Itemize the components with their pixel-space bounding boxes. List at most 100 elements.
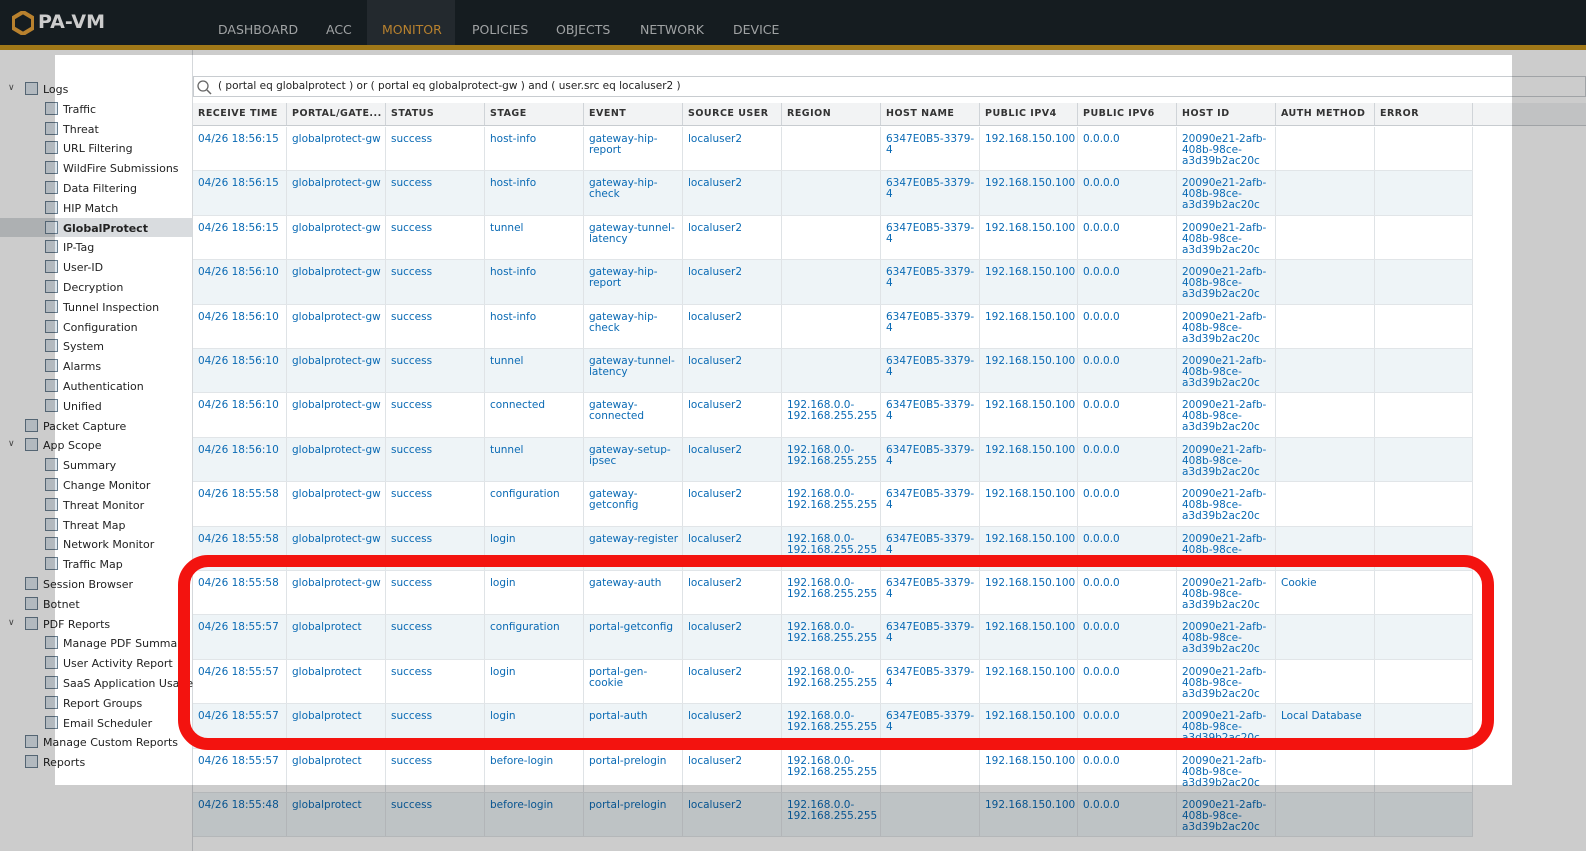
- table-cell: [1375, 793, 1473, 837]
- tree-item[interactable]: Configuration: [63, 320, 138, 334]
- nav-tab[interactable]: DASHBOARD: [218, 22, 299, 37]
- table-cell: portal-gen-cookie: [584, 659, 683, 704]
- tree-item[interactable]: App Scope: [43, 439, 102, 453]
- table-row[interactable]: 04/26 18:55:48 globalprotect success before…: [193, 793, 1473, 838]
- table-row[interactable]: 04/26 18:55:57 globalprotect success login p…: [193, 659, 1473, 705]
- column-header[interactable]: STATUS: [386, 103, 485, 125]
- table-cell: 6347E0B5-3379-4: [881, 482, 980, 526]
- table-row[interactable]: 04/26 18:56:10 globalprotect-gw success hos…: [193, 260, 1473, 305]
- tree-item[interactable]: User Activity Report: [63, 657, 173, 671]
- table-cell: 04/26 18:56:15: [193, 127, 287, 171]
- table-cell: 20090e21-2afb-408b-98ce-a3d39b2ac20c: [1177, 127, 1276, 171]
- tree-item[interactable]: Manage Custom Reports: [43, 736, 179, 750]
- table-cell: success: [386, 171, 485, 215]
- tree-item[interactable]: Traffic Map: [63, 558, 123, 572]
- tree-icon: [45, 497, 58, 511]
- tree-item[interactable]: Unified: [63, 399, 102, 413]
- filter-box[interactable]: ( portal eq globalprotect ) or ( portal …: [193, 76, 1586, 97]
- tree-item[interactable]: Authentication: [63, 380, 144, 393]
- table-row[interactable]: 04/26 18:56:10 globalprotect-gw success tun…: [193, 349, 1473, 394]
- table-cell: 0.0.0.0: [1078, 704, 1177, 748]
- nav-tab[interactable]: ACC: [326, 22, 352, 37]
- table-cell: 192.168.150.100: [980, 215, 1078, 260]
- column-header[interactable]: ERROR: [1375, 103, 1473, 125]
- table-row[interactable]: 04/26 18:56:10 globalprotect-gw success tun…: [193, 437, 1473, 483]
- nav-tab[interactable]: DEVICE: [733, 22, 780, 37]
- tree-item[interactable]: Session Browser: [43, 578, 134, 591]
- tree-item[interactable]: Network Monitor: [63, 538, 155, 552]
- tree-item[interactable]: User-ID: [63, 261, 104, 275]
- table-cell: 04/26 18:55:48: [193, 793, 287, 837]
- tree-item[interactable]: Tunnel Inspection: [63, 300, 160, 314]
- column-header[interactable]: PORTAL/GATE...: [287, 103, 386, 125]
- column-header[interactable]: REGION: [782, 103, 881, 125]
- nav-tab[interactable]: NETWORK: [640, 22, 704, 37]
- table-cell: [1375, 526, 1473, 570]
- column-header[interactable]: AUTH METHOD: [1276, 103, 1375, 125]
- tree-item[interactable]: Manage PDF Summary: [63, 637, 189, 651]
- tree-icon: [25, 755, 38, 769]
- tree-item[interactable]: Summary: [63, 459, 117, 473]
- column-header[interactable]: RECEIVE TIME: [193, 103, 287, 125]
- table-cell: connected: [485, 393, 584, 437]
- column-header[interactable]: HOST ID: [1177, 103, 1276, 125]
- table-cell: tunnel: [485, 215, 584, 260]
- tree-item[interactable]: System: [63, 340, 105, 354]
- table-cell: 0.0.0.0: [1078, 349, 1177, 393]
- table-row[interactable]: 04/26 18:55:58 globalprotect-gw success log…: [193, 571, 1473, 616]
- tree-item[interactable]: GlobalProtect: [63, 221, 148, 235]
- table-row[interactable]: 04/26 18:56:15 globalprotect-gw success tun…: [193, 215, 1473, 261]
- table-row[interactable]: 04/26 18:56:15 globalprotect-gw success hos…: [193, 171, 1473, 216]
- tree-icon: [45, 121, 58, 135]
- tree-item[interactable]: Data Filtering: [63, 182, 138, 195]
- table-row[interactable]: 04/26 18:55:57 globalprotect success before…: [193, 748, 1473, 793]
- tree-item[interactable]: HIP Match: [63, 201, 119, 215]
- expand-arrow[interactable]: ∨: [8, 439, 15, 450]
- column-header[interactable]: PUBLIC IPV4: [980, 103, 1078, 125]
- tree-item[interactable]: Email Scheduler: [63, 716, 153, 730]
- tree-item[interactable]: PDF Reports: [43, 617, 111, 631]
- tree-item[interactable]: Alarms: [63, 360, 102, 374]
- tree-item[interactable]: Decryption: [63, 281, 124, 294]
- column-header[interactable]: STAGE: [485, 103, 584, 125]
- tree-item[interactable]: WildFire Submissions: [63, 162, 179, 176]
- tree-item[interactable]: IP-Tag: [63, 241, 95, 255]
- nav-tab[interactable]: MONITOR: [382, 22, 442, 37]
- tree-item[interactable]: Botnet: [43, 597, 80, 611]
- tree-item[interactable]: Report Groups: [63, 696, 143, 710]
- tree-item[interactable]: Logs: [43, 83, 69, 96]
- tree-item[interactable]: Reports: [43, 756, 86, 770]
- table-cell: 0.0.0.0: [1078, 215, 1177, 260]
- column-header[interactable]: HOST NAME: [881, 103, 980, 125]
- table-row[interactable]: 04/26 18:55:58 globalprotect-gw success con…: [193, 482, 1473, 527]
- table-cell: globalprotect: [287, 793, 386, 837]
- table-cell: [782, 215, 881, 260]
- tree-item[interactable]: Packet Capture: [43, 419, 127, 433]
- top-bar-accent: [0, 45, 1586, 50]
- nav-tab[interactable]: OBJECTS: [556, 22, 611, 37]
- tree-item[interactable]: SaaS Application Usage: [63, 677, 194, 690]
- tree-icon: [45, 181, 58, 194]
- table-row[interactable]: 04/26 18:56:15 globalprotect-gw success hos…: [193, 127, 1473, 172]
- tree-item[interactable]: Threat: [63, 122, 99, 136]
- column-header[interactable]: EVENT: [584, 103, 683, 125]
- table-row[interactable]: 04/26 18:56:10 globalprotect-gw success hos…: [193, 304, 1473, 349]
- tree-item[interactable]: Change Monitor: [63, 479, 151, 492]
- nav-tab[interactable]: POLICIES: [472, 22, 529, 37]
- table-row[interactable]: 04/26 18:55:57 globalprotect success config…: [193, 615, 1473, 660]
- tree-item[interactable]: URL Filtering: [63, 142, 133, 156]
- column-header[interactable]: SOURCE USER: [683, 103, 782, 125]
- table-cell: 04/26 18:56:10: [193, 437, 287, 482]
- table-cell: 192.168.150.100: [980, 748, 1078, 792]
- tree-icon: [45, 379, 58, 392]
- expand-arrow[interactable]: ∨: [8, 617, 15, 628]
- table-cell: 192.168.0.0-192.168.255.255: [782, 659, 881, 704]
- tree-item[interactable]: Threat Monitor: [63, 498, 145, 512]
- active-tab-bg: [367, 0, 455, 45]
- tree-item[interactable]: Threat Map: [63, 518, 126, 532]
- expand-arrow[interactable]: ∨: [8, 83, 15, 93]
- table-row[interactable]: 04/26 18:56:10 globalprotect-gw success con…: [193, 393, 1473, 438]
- tree-item[interactable]: Traffic: [63, 102, 97, 116]
- table-cell: globalprotect-gw: [287, 171, 386, 215]
- column-header[interactable]: PUBLIC IPV6: [1078, 103, 1177, 125]
